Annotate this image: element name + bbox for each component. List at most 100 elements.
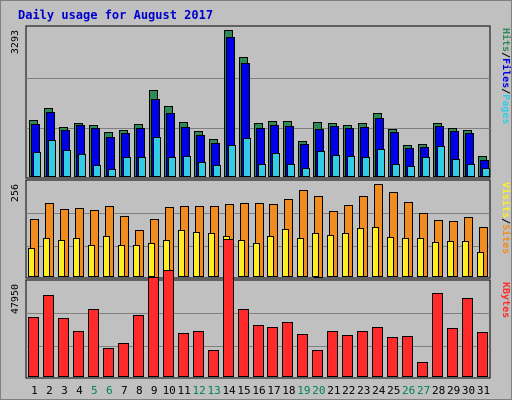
bar-kbytes-day-24 <box>372 327 383 377</box>
x-tick-day-27: 27 <box>417 384 430 397</box>
panel-kbytes: 47950 KBytes <box>10 239 511 379</box>
bar-sites-day-28 <box>432 242 439 277</box>
bar-sites-day-19 <box>297 238 304 277</box>
x-tick-day-1: 1 <box>31 384 38 397</box>
y-max-label: 47950 <box>10 284 21 314</box>
bar-pages-day-28 <box>437 146 445 177</box>
bar-kbytes-day-11 <box>178 333 189 377</box>
x-tick-day-7: 7 <box>121 384 128 397</box>
x-tick-day-25: 25 <box>387 384 400 397</box>
bar-sites-day-21 <box>327 235 334 277</box>
x-tick-day-10: 10 <box>163 384 176 397</box>
bar-kbytes-day-28 <box>432 293 443 377</box>
bar-kbytes-day-17 <box>267 327 278 377</box>
bar-sites-day-4 <box>73 238 80 277</box>
x-tick-day-6: 6 <box>106 384 113 397</box>
bar-sites-day-17 <box>267 236 274 277</box>
x-tick-day-11: 11 <box>178 384 191 397</box>
x-tick-day-15: 15 <box>237 384 250 397</box>
bar-kbytes-day-8 <box>133 315 144 377</box>
bar-pages-day-30 <box>467 164 475 177</box>
bar-sites-day-3 <box>58 240 65 277</box>
x-tick-day-21: 21 <box>327 384 340 397</box>
bar-kbytes-day-12 <box>193 331 204 377</box>
bar-kbytes-day-9 <box>148 277 159 377</box>
x-tick-day-26: 26 <box>402 384 415 397</box>
bar-kbytes-day-10 <box>163 270 174 377</box>
chart-title: Daily usage for August 2017 <box>18 8 213 22</box>
bar-sites-day-8 <box>133 245 140 277</box>
bar-sites-day-26 <box>402 238 409 277</box>
bar-kbytes-day-2 <box>43 295 54 377</box>
bar-sites-day-24 <box>372 227 379 277</box>
x-tick-day-17: 17 <box>267 384 280 397</box>
bar-pages-day-16 <box>258 164 266 177</box>
bar-kbytes-day-31 <box>477 332 488 377</box>
bar-pages-day-10 <box>168 157 176 177</box>
bar-kbytes-day-23 <box>357 331 368 377</box>
x-tick-day-16: 16 <box>252 384 265 397</box>
bar-sites-day-7 <box>118 245 125 277</box>
bar-kbytes-day-1 <box>28 317 39 377</box>
x-tick-day-28: 28 <box>432 384 445 397</box>
y-max-label: 256 <box>10 184 21 202</box>
bar-sites-day-1 <box>28 248 35 277</box>
bar-sites-day-2 <box>43 238 50 277</box>
x-tick-day-3: 3 <box>61 384 68 397</box>
x-tick-day-19: 19 <box>297 384 310 397</box>
legend-entry: / <box>500 52 511 58</box>
bar-sites-day-18 <box>282 229 289 277</box>
bar-kbytes-day-7 <box>118 343 129 377</box>
bar-sites-day-29 <box>447 241 454 277</box>
bar-kbytes-day-26 <box>402 336 413 377</box>
legend-entry: KBytes <box>500 282 511 318</box>
x-tick-day-22: 22 <box>342 384 355 397</box>
x-tick-day-31: 31 <box>477 384 490 397</box>
bar-sites-day-27 <box>417 238 424 277</box>
bar-sites-day-30 <box>462 241 469 277</box>
bar-pages-day-29 <box>452 159 460 177</box>
bar-sites-day-11 <box>178 230 185 277</box>
bar-pages-day-9 <box>153 137 161 177</box>
bar-pages-day-18 <box>287 164 295 177</box>
bar-sites-day-20 <box>312 233 319 277</box>
bar-pages-day-23 <box>362 157 370 177</box>
y-max-label: 3293 <box>10 30 21 54</box>
bar-pages-day-15 <box>243 138 251 177</box>
bar-sites-day-12 <box>193 232 200 277</box>
x-tick-day-9: 9 <box>151 384 158 397</box>
bar-sites-day-23 <box>357 228 364 277</box>
legend-text: Visits/Sites <box>500 182 512 254</box>
bar-pages-day-14 <box>228 145 236 177</box>
x-tick-day-24: 24 <box>372 384 386 397</box>
bar-pages-day-20 <box>317 151 325 177</box>
bar-kbytes-day-21 <box>327 331 338 377</box>
bar-sites-day-16 <box>253 243 260 277</box>
bar-kbytes-day-13 <box>208 350 219 377</box>
x-tick-day-23: 23 <box>357 384 370 397</box>
bar-kbytes-day-3 <box>58 318 69 377</box>
x-tick-day-12: 12 <box>193 384 206 397</box>
bar-pages-day-8 <box>138 157 146 177</box>
legend-entry: / <box>500 218 511 224</box>
bar-sites-day-15 <box>238 240 245 277</box>
bar-pages-day-7 <box>123 157 131 177</box>
legend-entry: / <box>500 88 511 94</box>
bar-sites-day-6 <box>103 236 110 277</box>
bar-pages-day-4 <box>78 154 86 177</box>
panel-legend: Hits/Files/Pages <box>500 28 512 124</box>
x-tick-day-4: 4 <box>76 384 83 397</box>
bar-kbytes-day-30 <box>462 298 473 377</box>
bar-kbytes-day-14 <box>223 239 234 377</box>
bar-pages-day-6 <box>108 169 116 177</box>
legend-entry: Sites <box>500 224 512 254</box>
bar-sites-day-22 <box>342 233 349 277</box>
bar-pages-day-31 <box>482 168 490 177</box>
bar-sites-day-31 <box>477 252 484 277</box>
panel-legend: KBytes <box>500 282 511 318</box>
bar-kbytes-day-16 <box>253 325 264 377</box>
legend-entry: Pages <box>500 94 511 124</box>
x-tick-day-30: 30 <box>462 384 475 397</box>
